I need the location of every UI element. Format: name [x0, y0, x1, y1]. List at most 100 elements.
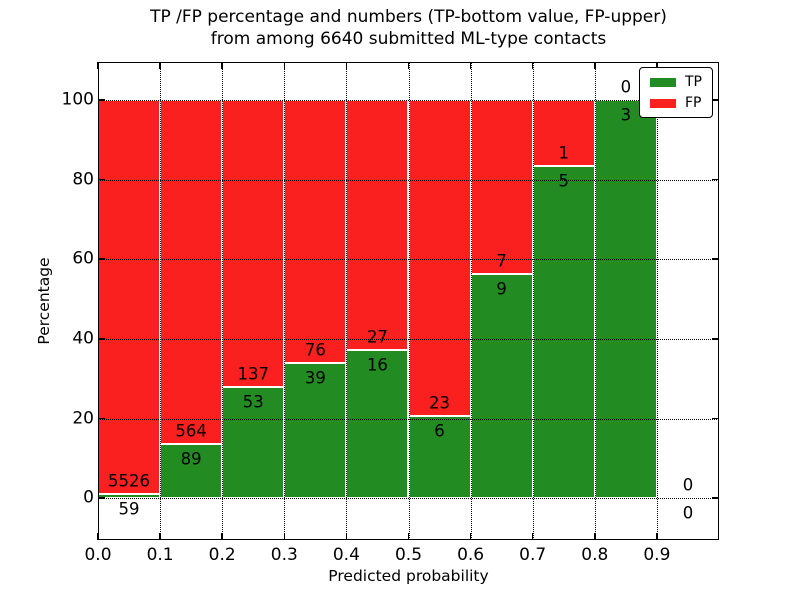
x-tickmark-bottom	[283, 533, 286, 540]
bar-label-tp: 9	[496, 279, 507, 299]
x-tickmark-bottom	[469, 533, 472, 540]
x-tickmark-bottom	[97, 533, 99, 540]
x-tick-label: 0.2	[208, 545, 236, 565]
y-tickmark-left	[98, 258, 105, 260]
x-tick-label: 0.1	[146, 545, 174, 565]
legend-swatch-tp	[650, 77, 676, 87]
x-tickmark-top	[469, 62, 472, 69]
bar-label-fp: 5526	[108, 471, 151, 491]
y-tick-label: 40	[72, 328, 94, 349]
legend-label: TP	[685, 74, 702, 90]
x-tick-label: 0.6	[457, 545, 485, 565]
bar-segment-tp	[346, 349, 409, 499]
bar-label-tp: 59	[118, 499, 140, 519]
gridline-vertical	[532, 62, 534, 540]
bar-label-tp: 3	[620, 105, 632, 125]
y-tick-label: 20	[72, 408, 94, 429]
x-tick-label: 0.9	[643, 545, 671, 565]
gridline-vertical	[222, 62, 224, 540]
y-tick-label: 0	[83, 487, 94, 508]
legend-item: FP	[650, 96, 702, 110]
x-tickmark-bottom	[345, 533, 348, 540]
bar-label-fp: 1	[558, 143, 570, 163]
gridline-vertical	[408, 62, 410, 540]
bar-segment-fp	[284, 99, 347, 364]
bar-segment-tp	[594, 99, 657, 499]
bar-label-fp: 0	[620, 77, 632, 97]
gridline-vertical	[594, 62, 596, 540]
x-tickmark-top	[407, 62, 410, 69]
y-tick-label: 100	[61, 89, 94, 110]
bar-label-fp: 23	[429, 393, 451, 413]
gridline-vertical	[284, 62, 286, 540]
x-tickmark-top	[159, 62, 161, 69]
chart-title-line1: TP /FP percentage and numbers (TP-bottom…	[150, 7, 667, 27]
gridline-vertical	[656, 62, 658, 540]
x-tick-label: 0.4	[332, 545, 360, 565]
y-tickmark-right	[712, 178, 719, 181]
x-tickmark-bottom	[656, 533, 658, 540]
legend-swatch-fp	[650, 98, 676, 108]
x-axis-label: Predicted probability	[328, 567, 489, 585]
x-tickmark-bottom	[407, 533, 410, 540]
legend-label: FP	[685, 95, 702, 111]
y-tickmark-left	[98, 417, 105, 420]
bar-segment-tp	[470, 274, 533, 499]
bar-label-tp: 39	[304, 368, 326, 388]
x-tickmark-top	[221, 62, 223, 69]
y-tickmark-left	[98, 178, 105, 181]
y-tickmark-left	[98, 99, 105, 101]
x-tickmark-top	[97, 62, 99, 69]
bar-segment-fp	[470, 99, 533, 275]
x-tickmark-bottom	[221, 533, 223, 540]
y-tickmark-left	[98, 338, 105, 340]
bar-segment-fp	[346, 99, 409, 350]
x-tickmark-bottom	[594, 533, 596, 540]
x-tickmark-bottom	[159, 533, 161, 540]
gridline-vertical	[346, 62, 348, 540]
y-tick-label: 60	[72, 248, 94, 269]
bar-segment-fp	[98, 99, 161, 494]
bar-label-tp: 53	[242, 392, 264, 412]
bar-label-tp: 5	[558, 171, 570, 191]
bar-label-fp: 0	[682, 475, 694, 495]
x-tickmark-top	[283, 62, 286, 69]
x-tick-label: 0.7	[519, 545, 547, 565]
x-tickmark-top	[656, 62, 658, 69]
y-tickmark-right	[712, 338, 719, 340]
bar-label-fp: 137	[237, 364, 270, 384]
y-tick-label: 80	[72, 169, 94, 190]
legend-item: TP	[650, 75, 702, 89]
bar-segment-fp	[222, 99, 285, 388]
y-tickmark-right	[712, 258, 719, 260]
bar-label-fp: 564	[175, 421, 207, 441]
bar-segment-fp	[408, 99, 471, 416]
x-tickmark-bottom	[531, 533, 534, 540]
bar-label-tp: 89	[180, 449, 202, 469]
x-tickmark-top	[531, 62, 534, 69]
bar-label-fp: 76	[304, 340, 326, 360]
y-tickmark-left	[98, 497, 105, 499]
bar-segment-tp	[532, 166, 595, 499]
legend: TP FP	[639, 67, 713, 118]
bar-segment-tp	[222, 387, 285, 499]
bar-label-tp: 0	[682, 503, 694, 523]
y-tickmark-right	[712, 417, 719, 420]
chart-title: TP /FP percentage and numbers (TP-bottom…	[98, 6, 719, 50]
bar-label-tp: 6	[434, 421, 445, 441]
bar-label-tp: 16	[366, 355, 388, 375]
bar-label-fp: 7	[496, 251, 507, 271]
gridline-vertical	[470, 62, 472, 540]
x-tick-label: 0.8	[581, 545, 609, 565]
chart-title-line2: from among 6640 submitted ML-type contac…	[210, 29, 607, 49]
gridline-vertical	[160, 62, 162, 540]
bar-label-fp: 27	[366, 327, 388, 347]
y-axis-label: Percentage	[35, 257, 53, 345]
y-tickmark-right	[712, 99, 719, 101]
x-tickmark-top	[594, 62, 596, 69]
bar-segment-fp	[160, 99, 223, 444]
x-tick-label: 0.5	[394, 545, 423, 565]
bar-segment-tp	[284, 363, 347, 499]
y-tickmark-right	[712, 497, 719, 499]
